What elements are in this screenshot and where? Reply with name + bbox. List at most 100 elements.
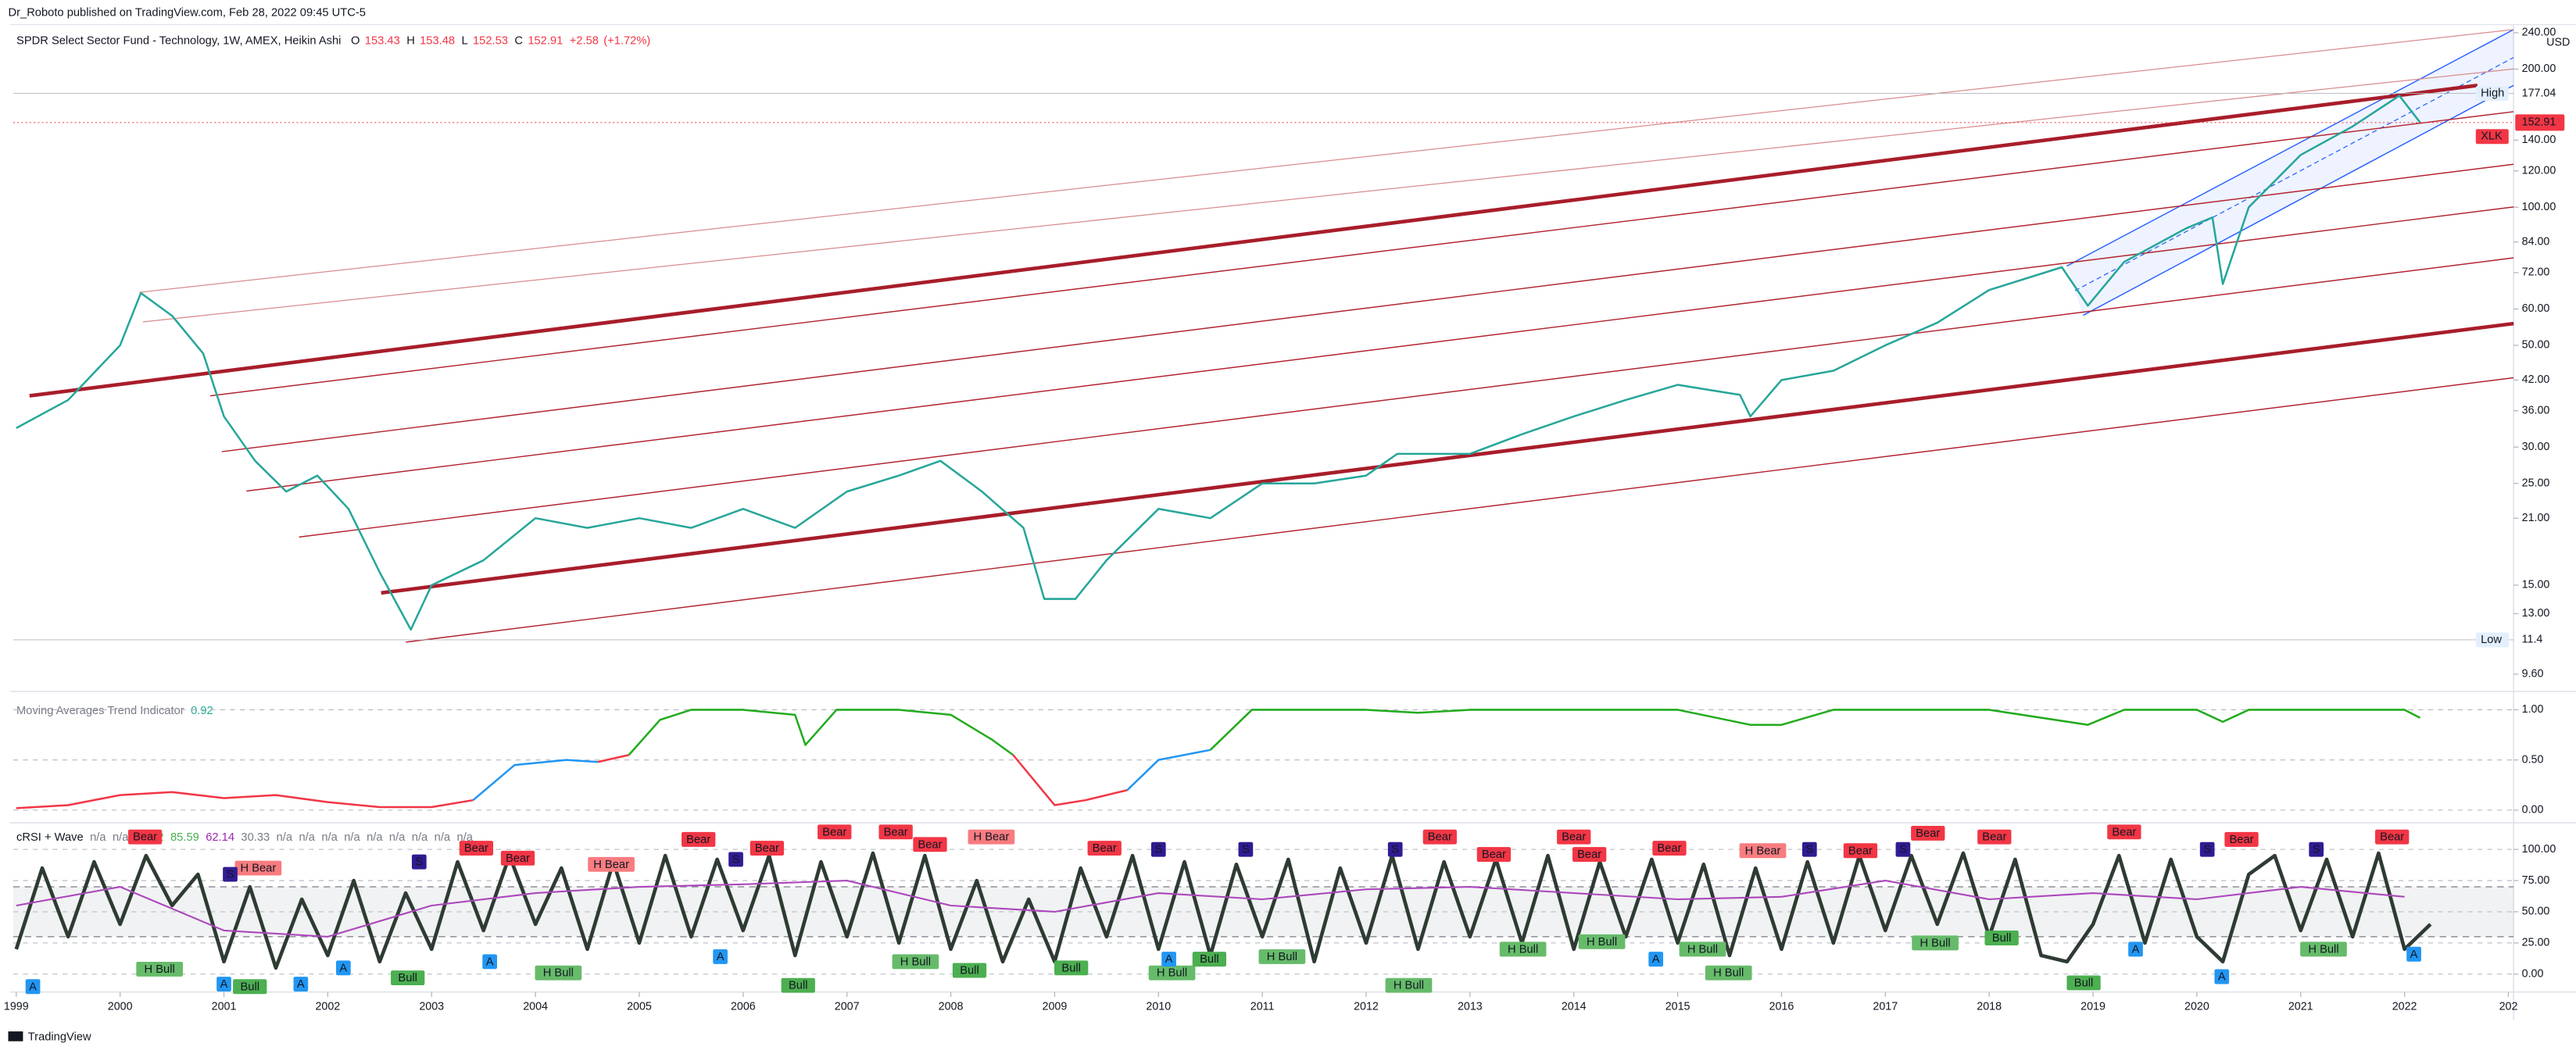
trend-line — [406, 377, 2514, 643]
x-tick-label: 2011 — [1250, 1000, 1275, 1013]
signal-label: Bear — [1428, 831, 1452, 844]
signal-label: A — [2410, 949, 2418, 961]
y-tick-label: 0.50 — [2522, 753, 2544, 766]
signal-badge — [878, 824, 913, 840]
signal-badge — [892, 954, 939, 970]
indicator-value: 0.92 — [191, 705, 213, 717]
x-tick-label: 2013 — [1458, 1000, 1483, 1013]
y-tick-label: 0.00 — [2522, 804, 2544, 816]
signal-label: S — [1899, 844, 1907, 856]
x-tick-label: 2019 — [2080, 1000, 2106, 1013]
signal-label: S — [1242, 844, 1250, 856]
signal-badge — [750, 841, 785, 856]
legend-value: n/a — [299, 831, 315, 844]
y-tick-label: 30.00 — [2522, 441, 2550, 453]
pitchfork — [29, 29, 2514, 643]
trend-line — [139, 29, 2514, 293]
x-tick-label: 2002 — [315, 1000, 340, 1013]
x-tick-label: 2015 — [1665, 1000, 1690, 1013]
series-line — [16, 880, 2405, 938]
signal-badge — [459, 841, 494, 856]
level-label: High — [2481, 87, 2504, 99]
y-tick-label: 1.00 — [2522, 703, 2544, 716]
signal-badge — [2214, 969, 2230, 984]
legend-value: n/a — [389, 831, 406, 844]
signal-label: A — [220, 978, 228, 991]
series-line — [472, 759, 598, 802]
signal-badge — [682, 831, 716, 847]
signal-badge — [1648, 952, 1664, 967]
y-tick-label: 9.60 — [2522, 668, 2544, 681]
signal-badge — [2128, 941, 2143, 957]
legend-value: n/a — [367, 831, 383, 844]
y-tick-label: 42.00 — [2522, 373, 2550, 386]
signal-badge — [2066, 975, 2101, 991]
signal-label: Bull — [2074, 977, 2094, 989]
signal-label: A — [486, 956, 494, 968]
signal-badge — [818, 824, 852, 840]
x-tick-label: 202 — [2499, 1000, 2518, 1013]
signal-label: A — [1165, 953, 1173, 966]
signal-badge — [1476, 847, 1512, 863]
x-tick-label: 2012 — [1354, 1000, 1379, 1013]
signal-badge — [1150, 841, 1166, 857]
level-tag — [2475, 632, 2509, 648]
signal-label: Bear — [1562, 831, 1586, 844]
last-price-value: 152.91 — [2522, 116, 2556, 129]
signal-label: Bear — [1848, 845, 1873, 857]
signal-label: H Bull — [2308, 943, 2338, 956]
series-line — [16, 791, 474, 809]
x-tick-label: 2014 — [1562, 1000, 1587, 1013]
x-tick-label: 2016 — [1769, 1000, 1794, 1013]
signal-badge — [1801, 841, 1817, 857]
legend-value: 85.59 — [170, 831, 199, 844]
y-tick-label: 140.00 — [2522, 134, 2556, 146]
ohlc-value: 152.53 — [473, 34, 508, 47]
y-tick-label: 36.00 — [2522, 405, 2550, 417]
x-tick-label: 2009 — [1043, 1000, 1068, 1013]
publisher: Dr_Roboto published on TradingView.com, … — [9, 7, 366, 20]
y-tick-label: 200.00 — [2522, 63, 2556, 75]
signal-badge — [391, 970, 425, 986]
signal-label: Bear — [686, 834, 710, 846]
signal-label: H Bull — [543, 967, 574, 980]
ohlc-value: 152.91 — [528, 34, 563, 47]
signal-badge — [1578, 934, 1626, 949]
signal-label: S — [227, 869, 234, 881]
signal-label: S — [415, 856, 423, 869]
signal-label: A — [2218, 971, 2226, 984]
signal-label: S — [1391, 844, 1399, 856]
channel — [2066, 29, 2514, 316]
trend-line — [142, 68, 2514, 323]
signal-badge — [1705, 965, 1752, 981]
y-tick-label: 120.00 — [2522, 164, 2556, 177]
trend-line — [221, 163, 2514, 452]
signal-badge — [2224, 831, 2259, 847]
signal-badge — [1422, 829, 1457, 845]
x-tick-label: 2010 — [1146, 1000, 1171, 1013]
signal-badge — [1843, 843, 1878, 859]
level-value: 11.4 — [2522, 634, 2543, 646]
signal-badge — [1238, 841, 1254, 857]
signal-label: Bear — [918, 838, 942, 851]
brand-name: TradingView — [28, 1031, 91, 1043]
signal-badge — [482, 954, 498, 970]
signal-label: Bull — [1200, 953, 1219, 966]
signal-badge — [968, 829, 1015, 845]
signal-badge — [1499, 941, 1547, 957]
trend-line — [381, 321, 2514, 595]
signal-badge — [1148, 965, 1196, 981]
signal-label: H Bull — [1713, 967, 1744, 980]
y-tick-label: 84.00 — [2522, 235, 2550, 248]
signal-badge — [1911, 825, 1945, 841]
y-tick-label: 100.00 — [2522, 843, 2556, 856]
pane-title: Moving Averages Trend Indicator 0.92 — [16, 705, 213, 717]
y-tick-label: 75.00 — [2522, 874, 2550, 887]
series-line — [14, 851, 2432, 970]
signal-badge — [913, 837, 947, 852]
signal-badge — [223, 866, 238, 882]
level-tag — [2475, 86, 2509, 101]
symbol-title: SPDR Select Sector Fund - Technology, 1W… — [16, 34, 341, 47]
signal-label: Bear — [133, 831, 157, 844]
